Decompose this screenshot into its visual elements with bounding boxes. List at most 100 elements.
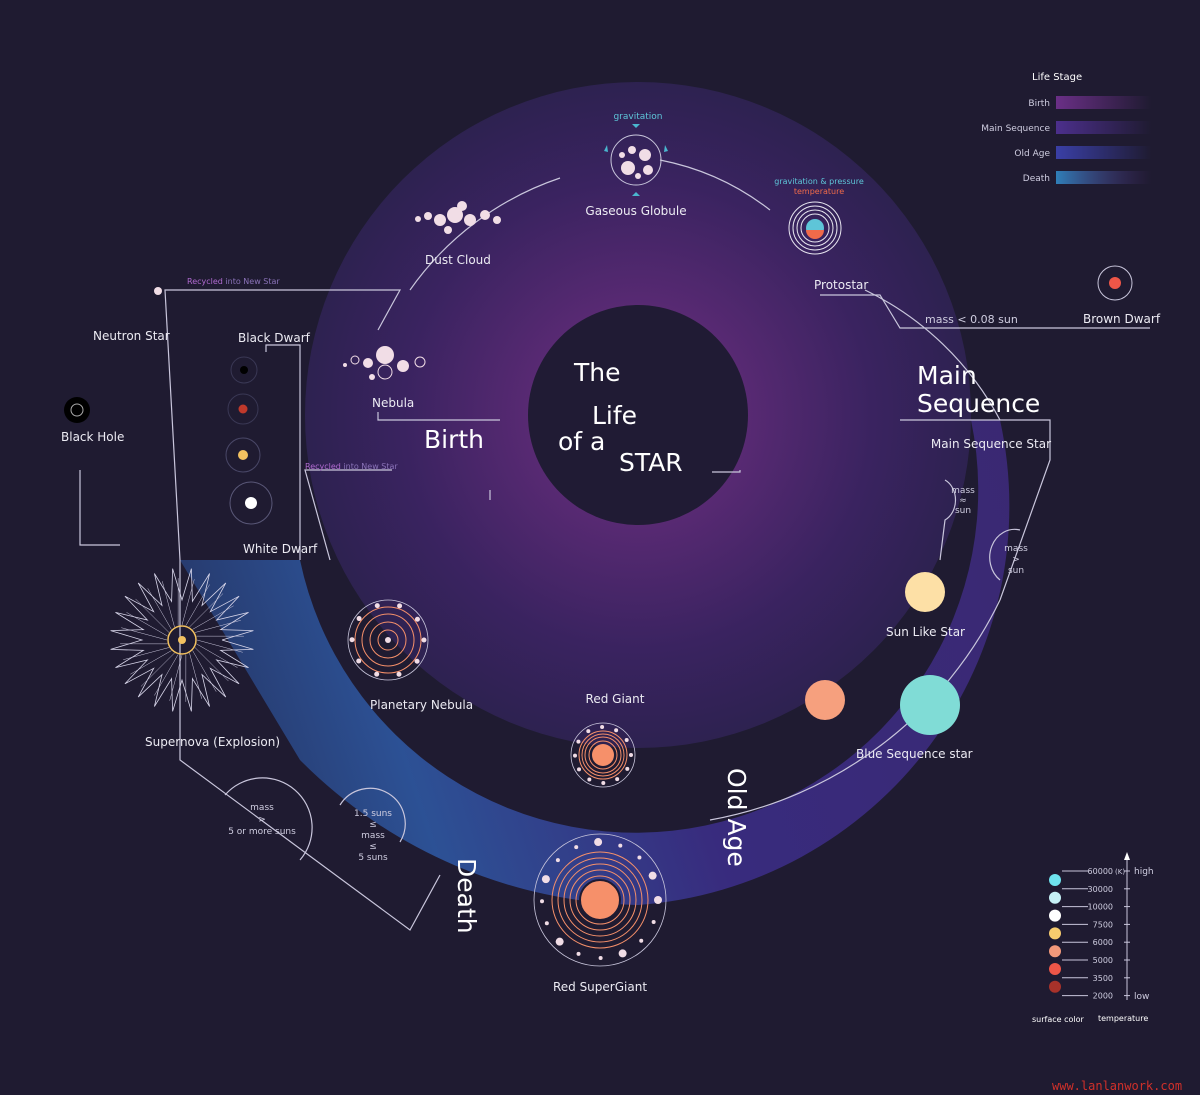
supernova-icon [110,568,254,712]
title-star: STAR [619,448,683,477]
brown-dwarf-label: Brown Dwarf [1083,312,1161,326]
mass-gt-sun-3: sun [1008,566,1024,576]
blue-sequence-star-label: Blue Sequence star [856,747,973,761]
mass-15-5-3: mass [361,831,385,841]
mass-brown-label: mass < 0.08 sun [925,313,1018,326]
stage-main-sequence-1: Main [917,361,977,390]
planetary-nebula-icon [347,599,429,681]
main-sequence-star-label: Main Sequence Star [931,437,1051,451]
sun-like-star-label: Sun Like Star [886,625,965,639]
temp-value: 2000 [1093,992,1113,1001]
mass-gt5-2: > [258,815,266,825]
temp-value: 60000 [1088,867,1113,876]
dust-cloud-label: Dust Cloud [425,253,491,267]
dust-cloud-icon [415,201,501,234]
surface-color-swatch [1049,874,1061,886]
neutron-star-icon [154,287,162,295]
mass-approx-sun-2: ≈ [959,496,967,506]
orange-star-icon [805,680,845,720]
legend-swatch [1056,146,1151,159]
mass-gt-sun-notch [989,528,1021,581]
protostar-label: Protostar [814,278,868,292]
planetary-nebula-label: Planetary Nebula [370,698,473,712]
mass-15-5-1: 1.5 suns [354,809,392,819]
mass-15-5-4: ≤ [369,842,377,852]
mass-approx-sun-3: sun [955,506,971,516]
temperature-label: temperature [794,187,844,196]
black-hole-label: Black Hole [61,430,124,444]
surface-color-swatch [1049,980,1061,993]
mass-15-5-2: ≤ [369,820,377,830]
surface-color-swatch [1049,891,1061,904]
temp-value: 10000 [1088,903,1113,912]
legend-swatch [1056,121,1151,134]
legend-swatch [1056,171,1151,184]
red-supergiant-icon [533,833,667,967]
outer-ring-arc [409,159,1001,821]
mass-gt5-notch [224,777,313,861]
stage-old-age: Old Age [722,768,751,867]
title-underline [712,470,741,473]
brown-dwarf-icon [1097,265,1133,301]
protostar-icon [788,201,842,255]
nebula-icon [343,346,426,380]
mass-approx-sun-1: mass [951,486,975,496]
death-outline [79,470,441,931]
mass-15-5-5: 5 suns [358,853,388,863]
nebula-label-line [377,412,500,500]
temp-value: 7500 [1093,920,1113,929]
stage-birth: Birth [424,425,484,454]
main-seq-line [900,419,1051,601]
recycled-label-2: Recycled into New Star [305,462,398,471]
title-life: Life [592,401,637,430]
title-the: The [573,358,621,387]
red-supergiant-label: Red SuperGiant [553,980,647,994]
legend-item-label: Main Sequence [981,124,1050,134]
recycle-line-1 [164,289,402,561]
neutron-star-label: Neutron Star [93,329,170,343]
black-dwarf-sequence-icon [225,356,261,473]
legend-swatch [1056,96,1151,109]
recycled-label-1: Recycled into New Star [187,277,280,286]
mass-gt5-3: 5 or more suns [228,827,296,837]
supernova-label: Supernova (Explosion) [145,735,280,749]
title-of-a: of a [558,427,605,456]
recycled-rest: into New Star [341,462,399,471]
mass-gt5-1: mass [250,803,274,813]
watermark: www.lanlanwork.com [1052,1079,1182,1093]
sun-like-star-icon [905,572,945,612]
red-giant-label: Red Giant [586,692,645,706]
stage-main-sequence-2: Sequence [917,389,1040,418]
legend-item-label: Birth [1028,99,1050,109]
surface-color-swatch [1049,963,1061,975]
black-dwarf-bracket [265,344,301,560]
recycled-rest: into New Star [223,277,281,286]
temp-low: low [1134,992,1149,1002]
surface-color-swatch [1049,945,1061,958]
temperature-axis-label: temperature [1098,1014,1148,1023]
gaseous-globule-icon [604,124,668,196]
mass-approx-sun-notch [939,479,957,561]
red-giant-icon [570,722,636,788]
white-dwarf-icon [229,481,273,525]
gravitation-label: gravitation [613,112,662,122]
life-stage-legend: Life Stage Birth Main Sequence Old Age Deat… [981,72,1151,184]
temp-value: 6000 [1093,938,1113,947]
recycle-line-2 [304,469,392,561]
brown-dwarf-line [820,294,1150,329]
grav-pressure-label: gravitation & pressure [774,177,864,186]
surface-color-label: surface color [1032,1015,1085,1024]
surface-color-swatch [1049,927,1061,940]
temp-value: 5000 [1093,956,1113,965]
recycled-bold: Recycled [187,277,223,286]
recycled-bold: Recycled [305,462,341,471]
temperature-legend: high low (K) 60000 30000 10000 7500 6000 5000… [1032,852,1154,1024]
life-stage-band [180,420,1010,905]
temp-high: high [1134,867,1154,877]
legend-item-label: Death [1023,174,1050,184]
temp-value: 30000 [1088,885,1113,894]
arrow-up-icon [1124,852,1130,860]
legend-item-label: Old Age [1014,149,1050,159]
nebula-label: Nebula [372,396,414,410]
